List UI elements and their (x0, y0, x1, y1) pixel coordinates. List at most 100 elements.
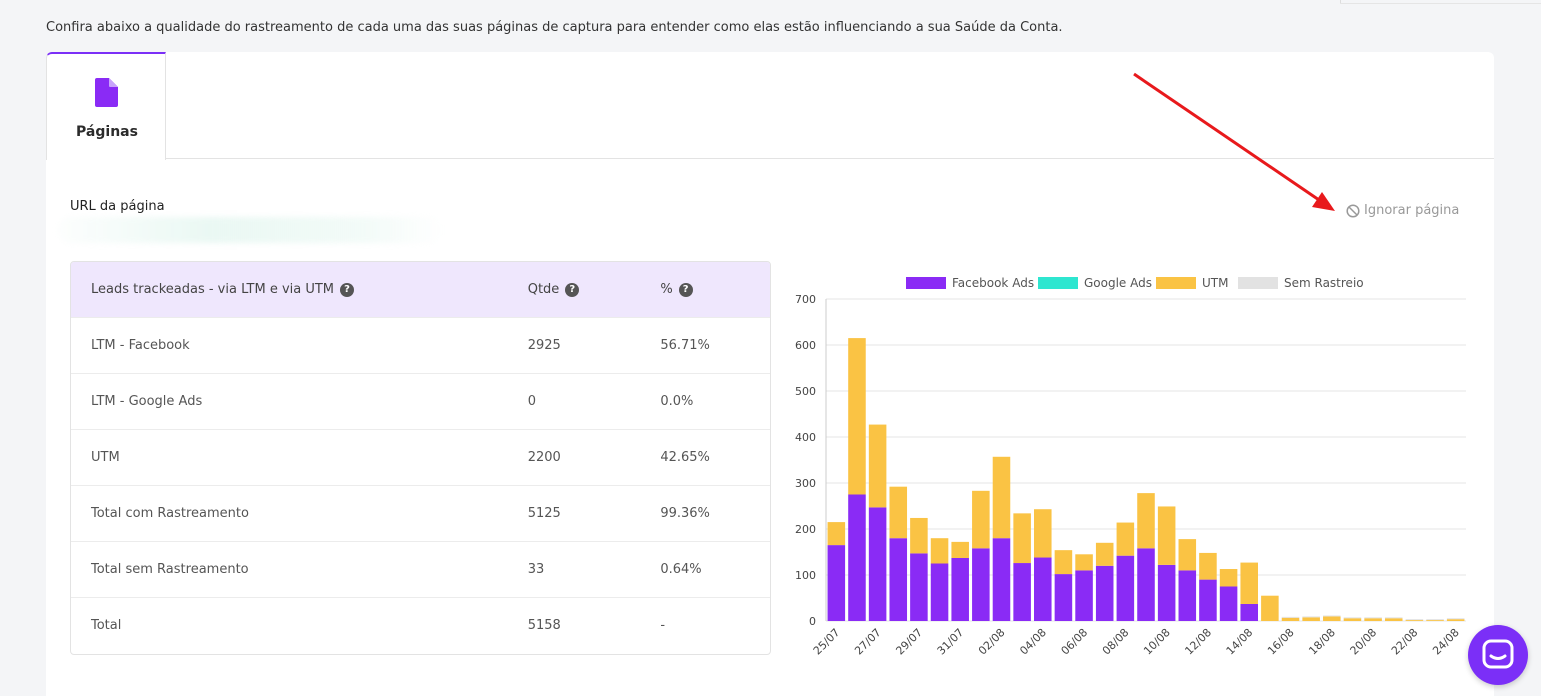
bar-segment (992, 538, 1011, 621)
bar-segment (1178, 570, 1197, 621)
header-leads: Leads trackeadas - via LTM e via UTM (91, 282, 335, 297)
legend-swatch (1156, 277, 1196, 289)
table-row: UTM 2200 42.65% (71, 429, 770, 485)
x-tick-label: 27/07 (852, 626, 884, 658)
legend-swatch (906, 277, 946, 289)
bar-segment (827, 522, 846, 546)
chat-button[interactable] (1468, 625, 1528, 685)
bar-segment (930, 563, 949, 621)
tab-strip: Páginas (46, 52, 1494, 160)
bar-segment (1426, 619, 1444, 621)
table-row: LTM - Google Ads 0 0.0% (71, 373, 770, 429)
row-qtde: 2200 (527, 450, 561, 465)
header-pct: % (660, 282, 673, 297)
bar-segment (1199, 552, 1217, 580)
bar-segment (910, 517, 928, 554)
bar-segment (1034, 557, 1052, 621)
bar-segment (951, 541, 969, 558)
ban-icon (1346, 203, 1360, 218)
x-tick-label: 24/08 (1430, 626, 1462, 658)
x-tick-label: 18/08 (1306, 626, 1338, 658)
table-row: Total sem Rastreamento 33 0.64% (71, 541, 770, 597)
bar-segment (1157, 506, 1176, 565)
bar-segment (1054, 574, 1073, 621)
row-pct: 0.64% (660, 562, 702, 577)
x-tick-label: 02/08 (976, 626, 1008, 658)
bar-segment (1178, 539, 1197, 571)
x-tick-label: 12/08 (1182, 626, 1214, 658)
table-row: Total 5158 - (71, 597, 770, 653)
row-qtde: 5125 (527, 506, 561, 521)
help-icon[interactable]: ? (340, 282, 355, 297)
help-icon[interactable]: ? (678, 282, 693, 297)
bar-segment (1343, 618, 1362, 621)
bar-segment (1157, 564, 1176, 621)
y-tick-label: 500 (795, 385, 816, 398)
bar-segment (1405, 620, 1424, 621)
bar-segment (1116, 555, 1135, 621)
bar-segment (1095, 565, 1114, 621)
bar-segment (1137, 493, 1155, 549)
bar-segment (1364, 618, 1382, 621)
top-divider (1340, 0, 1341, 4)
bar-segment (951, 557, 969, 621)
bar-segment (1405, 619, 1424, 621)
legend-label: UTM (1202, 276, 1228, 290)
y-tick-label: 0 (809, 615, 816, 628)
y-tick-label: 600 (795, 339, 816, 352)
row-label: LTM - Google Ads (91, 394, 203, 409)
bar-segment (868, 507, 887, 621)
bar-segment (1199, 579, 1217, 621)
bar-segment (1137, 548, 1155, 621)
row-pct: 56.71% (660, 338, 710, 353)
bar-segment (1384, 617, 1403, 619)
bar-segment (1323, 615, 1341, 617)
row-qtde: 5158 (527, 618, 561, 633)
bar-segment (1219, 569, 1238, 587)
bar-segment (1281, 616, 1300, 618)
bar-segment (848, 494, 866, 621)
bar-segment (910, 553, 928, 621)
x-tick-label: 22/08 (1389, 626, 1421, 658)
y-tick-label: 200 (795, 523, 816, 536)
bar-segment (1426, 620, 1444, 621)
row-label: UTM (91, 450, 120, 465)
x-tick-label: 25/07 (811, 626, 843, 658)
y-tick-label: 100 (795, 569, 816, 582)
row-label: Total (91, 618, 122, 633)
row-label: Total sem Rastreamento (91, 562, 249, 577)
url-value-blurred (58, 217, 443, 243)
bar-segment (1240, 603, 1258, 621)
url-label: URL da página (70, 199, 165, 214)
tracking-table: Leads trackeadas - via LTM e via UTM? Qt… (70, 261, 771, 655)
x-tick-label: 06/08 (1059, 626, 1091, 658)
x-tick-label: 04/08 (1017, 626, 1049, 658)
y-tick-label: 300 (795, 477, 816, 490)
legend-swatch (1038, 277, 1078, 289)
x-tick-label: 10/08 (1141, 626, 1173, 658)
bar-segment (1054, 550, 1073, 575)
tracking-card: Páginas URL da página Ignorar página Lea… (46, 52, 1494, 696)
x-tick-label: 29/07 (893, 626, 925, 658)
x-tick-label: 14/08 (1224, 626, 1256, 658)
tab-label: Páginas (76, 124, 138, 140)
bar-segment (1116, 522, 1135, 556)
ignore-page-button[interactable]: Ignorar página (1346, 203, 1459, 218)
tab-paginas[interactable]: Páginas (46, 52, 166, 160)
x-tick-label: 16/08 (1265, 626, 1297, 658)
red-arrow-annotation (1133, 72, 1335, 211)
legend-label: Facebook Ads (952, 276, 1034, 290)
bar-segment (1302, 616, 1320, 618)
legend-swatch (1238, 277, 1278, 289)
bar-segment (1013, 513, 1031, 564)
file-icon (95, 78, 118, 107)
bar-segment (1302, 617, 1320, 621)
bar-segment (1343, 617, 1362, 619)
x-tick-label: 08/08 (1100, 626, 1132, 658)
help-icon[interactable]: ? (565, 282, 580, 297)
bar-segment (1446, 619, 1465, 621)
bar-segment (1095, 542, 1114, 566)
bar-segment (1075, 570, 1093, 621)
chat-icon (1482, 639, 1514, 669)
x-tick-label: 20/08 (1348, 626, 1380, 658)
